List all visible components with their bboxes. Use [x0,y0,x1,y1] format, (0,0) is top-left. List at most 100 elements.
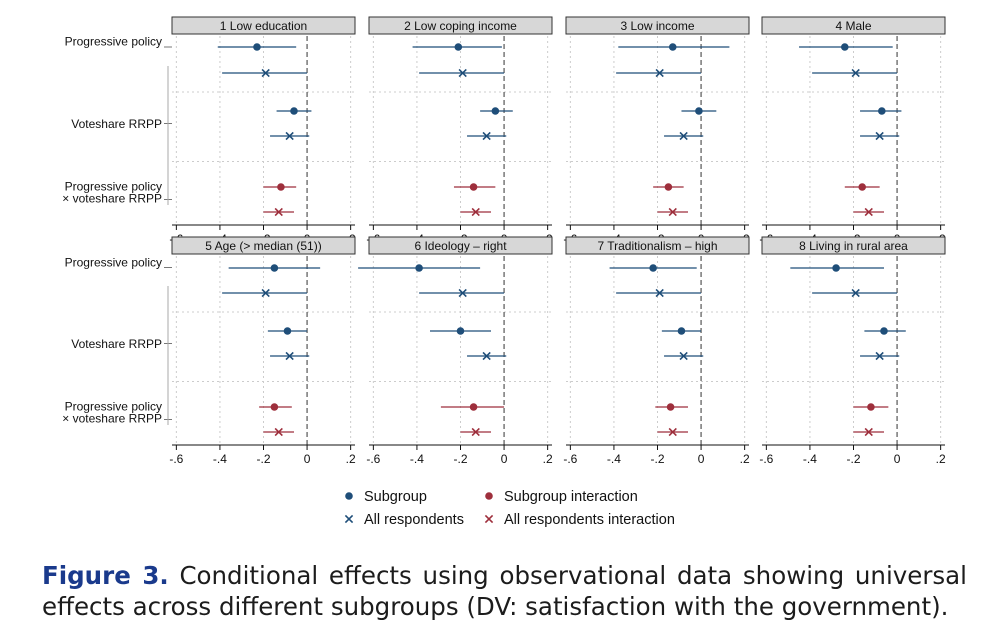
x-tick-label: 0 [894,452,901,466]
subgroup-point [649,264,657,272]
panel-title: 3 Low income [620,19,694,33]
all-respondents-point [851,288,860,298]
row-label: Progressive policy [65,400,162,414]
subgroup-point [858,183,867,191]
x-tick-label: -.2 [256,452,270,466]
panel-title: 5 Age (> median (51)) [205,239,321,253]
legend-marker [345,492,353,500]
legend-label: Subgroup [364,489,427,505]
x-tick-label: .2 [346,452,356,466]
row-label: Voteshare RRPP [71,337,162,351]
subgroup-point [456,327,465,335]
all-respondents-point [274,427,283,437]
all-respondents-point [285,351,294,361]
panel-title: 1 Low education [220,19,307,33]
panel-title: 8 Living in rural area [799,239,908,253]
subgroup-point [832,264,840,272]
all-respondents-point [864,427,873,437]
all-respondents-point [274,207,283,217]
x-tick-label: -.4 [803,452,817,466]
x-tick-label: -.6 [759,452,773,466]
legend-label: All respondents interaction [504,512,675,528]
x-tick-label: -.2 [846,452,860,466]
all-respondents-point [864,207,873,217]
x-tick-label: -.4 [213,452,227,466]
subgroup-point [469,403,478,411]
row-label: × voteshare RRPP [62,412,162,426]
x-tick-label: -.6 [366,452,380,466]
figure-caption: Figure 3. Conditional effects using obse… [42,560,967,622]
x-tick-label: -.6 [563,452,577,466]
x-tick-label: -.2 [453,452,467,466]
legend-marker [344,514,354,524]
subgroup-point [840,43,849,51]
panel-title: 2 Low coping income [404,19,517,33]
all-respondents-point [875,131,884,141]
x-tick-label: 0 [304,452,311,466]
panel-strip [171,236,356,255]
subgroup-point [666,403,675,411]
x-tick-label: .2 [543,452,553,466]
x-tick-label: .2 [936,452,946,466]
panel-strip [761,236,946,255]
subgroup-point [867,403,875,411]
all-respondents-point [482,351,491,361]
subgroup-point [491,107,500,115]
subgroup-point [283,327,292,335]
subgroup-point [664,183,673,191]
panel-title: 4 Male [835,19,871,33]
row-label: Progressive policy [65,256,162,270]
x-tick-label: -.4 [607,452,621,466]
panel-title: 6 Ideology – right [414,239,507,253]
subgroup-point [270,264,279,272]
figure-label: Figure 3. [42,561,169,590]
panel-strip [565,236,750,255]
all-respondents-point [458,68,467,78]
subgroup-point [878,107,886,115]
all-respondents-point [668,427,677,437]
all-respondents-point [482,131,491,141]
row-label: Progressive policy [65,180,162,194]
x-tick-label: -.4 [410,452,424,466]
caption-text: Conditional effects using observational … [42,561,967,621]
row-label: × voteshare RRPP [62,192,162,206]
legend-label: All respondents [364,512,464,528]
all-respondents-point [655,288,664,298]
subgroup-point [695,107,703,115]
subgroup-point [253,43,261,51]
x-tick-label: -.2 [650,452,664,466]
all-respondents-point [851,68,860,78]
all-respondents-point [261,288,270,298]
subgroup-point [290,107,298,115]
subgroup-point [469,183,478,191]
panel-strip [368,16,553,35]
subgroup-point [270,403,279,411]
all-respondents-point [261,68,270,78]
all-respondents-point [655,68,664,78]
row-label: Progressive policy [65,35,162,49]
panel-strip [368,236,553,255]
subgroup-point [415,264,423,272]
x-tick-label: -.6 [169,452,183,466]
x-tick-label: 0 [501,452,508,466]
all-respondents-point [471,207,480,217]
subgroup-point [277,183,285,191]
subgroup-point [677,327,686,335]
panel-strip [761,16,946,35]
subgroup-point [454,43,463,51]
coefficient-plot: Progressive policy Voteshare RRPP Progress… [62,16,946,528]
all-respondents-point [668,207,677,217]
x-tick-label: .2 [740,452,750,466]
all-respondents-point [679,131,688,141]
legend-label: Subgroup interaction [504,489,638,505]
row-label: Voteshare RRPP [71,117,162,131]
subgroup-point [880,327,888,335]
all-respondents-point [471,427,480,437]
all-respondents-point [285,131,294,141]
all-respondents-point [875,351,884,361]
all-respondents-point [458,288,467,298]
legend-marker [485,492,493,500]
panel-title: 7 Traditionalism – high [597,239,717,253]
subgroup-point [668,43,677,51]
all-respondents-point [679,351,688,361]
